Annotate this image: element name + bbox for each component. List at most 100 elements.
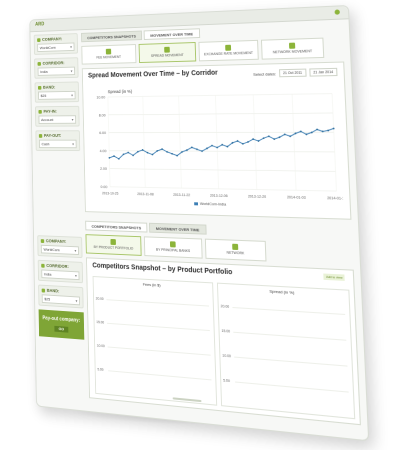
grid-line [143, 96, 146, 187]
x-tick-label: 2013-10-25 [102, 191, 119, 195]
app-logo: ARD [35, 22, 44, 28]
grid-line [107, 299, 210, 306]
building-icon [41, 239, 44, 243]
filter-band: BAND: $25 ▾ [38, 285, 83, 309]
filter-label: COMPANY: [42, 36, 62, 41]
x-tick-label: 2014-01-03 [287, 195, 306, 200]
grid-line [108, 113, 333, 115]
filter-pay-in: PAY-IN: Account ▾ [35, 106, 80, 127]
subtab-label: NETWORK [227, 251, 245, 256]
filter-company: COMPANY: WorldCom ▾ [37, 235, 82, 258]
select-value: $25 [41, 93, 47, 98]
go-button[interactable]: GO [54, 326, 68, 333]
subtab-by-product-portfolio[interactable]: BY PRODUCT PORTFOLIO [86, 234, 142, 256]
pay-out-select[interactable]: Cash ▾ [39, 140, 77, 149]
legend-swatch [194, 202, 198, 205]
filter-company: COMPANY: WorldCom ▾ [34, 33, 78, 55]
chevron-down-icon: ▾ [70, 43, 72, 50]
subtab-label: BY PRODUCT PORTFOLIO [94, 245, 134, 251]
main-content-2: COMPETITORS SNAPSHOTS MOVEMENT OVER TIME… [85, 221, 361, 426]
subtab-label: FEE MOVEMENT [96, 55, 121, 60]
bar-chart-icon [289, 43, 295, 49]
grid-line [110, 169, 336, 172]
y-tick: 10.00 [97, 344, 105, 349]
filter-label: PAY-IN: [43, 109, 56, 114]
dollar-icon [38, 85, 41, 89]
pay-in-select[interactable]: Account ▾ [39, 115, 77, 124]
chart-title: Spread (in %) [218, 286, 349, 298]
status-dot-icon [335, 9, 340, 14]
subtab-exchange-rate-movement[interactable]: EXCHANGE RATE MOVEMENT [198, 40, 258, 62]
y-axis-label: Spread (in %) [108, 89, 133, 94]
fees-chart: Fees (in $) 20.00 15.00 10.00 5.00 [93, 276, 218, 406]
bar-chart-icon [164, 47, 170, 53]
add-to-view-badge[interactable]: Add to view [324, 274, 345, 281]
y-tick-label: 10.00 [96, 95, 106, 100]
tab-movement-over-time[interactable]: MOVEMENT OVER TIME [149, 223, 206, 235]
subtab-label: EXCHANGE RATE MOVEMENT [204, 51, 253, 56]
legend-label: WorldCom-India [200, 202, 227, 207]
filter-label: CORRIDOR: [46, 263, 69, 269]
grid-line [332, 94, 336, 191]
grid-line [110, 187, 336, 191]
arrow-out-icon [39, 134, 42, 138]
chevron-down-icon: ▾ [72, 141, 74, 148]
tab-movement-over-time[interactable]: MOVEMENT OVER TIME [144, 28, 200, 40]
payout-company-box: Pay-out company: GO [39, 309, 85, 339]
app-window: ARD COMPANY: WorldCom ▾ CORRIDOR: India ▾ … [29, 5, 369, 441]
filter-label: BAND: [43, 85, 55, 90]
subtab-by-principal-banks[interactable]: BY PRINCIPAL BANKS [144, 236, 203, 258]
tab-competitors-snapshots[interactable]: COMPETITORS SNAPSHOTS [85, 221, 147, 233]
filter-label: COMPANY: [46, 238, 67, 244]
y-tick: 15.00 [96, 320, 104, 324]
company-select[interactable]: WorldCom ▾ [41, 245, 79, 255]
grid-line [108, 94, 332, 97]
chevron-down-icon: ▾ [72, 116, 74, 123]
date-to-input[interactable]: 21 Jan 2014 [309, 68, 337, 77]
filter-label: CORRIDOR: [43, 60, 65, 65]
grid-line [235, 381, 349, 392]
band-select[interactable]: $25 ▾ [42, 294, 80, 305]
subtab-fee-movement[interactable]: FEE MOVEMENT [81, 44, 136, 65]
globe-icon [41, 263, 44, 267]
subtab-network-movement[interactable]: NETWORK MOVEMENT [261, 38, 324, 60]
y-tick-label: 0.00 [100, 184, 108, 189]
x-tick-label: 2013-11-22 [173, 193, 190, 197]
y-tick-label: 6.00 [99, 130, 107, 135]
corridor-select[interactable]: India ▾ [38, 67, 75, 76]
data-point [147, 152, 149, 154]
filter-corridor: CORRIDOR: India ▾ [38, 260, 83, 283]
globe-icon [38, 62, 41, 66]
data-point [171, 153, 173, 155]
subtab-label: SPREAD MOVEMENT [151, 53, 184, 58]
data-point [196, 148, 198, 150]
chevron-down-icon: ▾ [75, 297, 77, 304]
subtab-spread-movement[interactable]: SPREAD MOVEMENT [139, 42, 197, 63]
y-tick: 5.00 [223, 378, 230, 383]
panel-title: Competitors Snapshot – by Product Portfo… [92, 262, 232, 276]
y-tick: 15.00 [221, 329, 230, 334]
x-tick-label: 2013-11-08 [137, 192, 154, 196]
arrow-in-icon [38, 110, 41, 114]
filter-sidebar: COMPANY: WorldCom ▾ CORRIDOR: India ▾ BAND… [34, 33, 81, 155]
grid-line [109, 151, 335, 152]
subtab-label: BY PRINCIPAL BANKS [156, 248, 190, 253]
select-value: India [40, 69, 47, 74]
chevron-down-icon: ▾ [71, 68, 73, 75]
corridor-select[interactable]: India ▾ [41, 269, 79, 280]
y-tick-label: 8.00 [99, 112, 107, 117]
subtab-network[interactable]: NETWORK [205, 239, 267, 262]
bar-chart-icon [232, 244, 238, 250]
grid-line [234, 357, 347, 367]
tab-competitors-snapshots[interactable]: COMPETITORS SNAPSHOTS [81, 31, 142, 43]
grid-line [108, 346, 211, 355]
select-value: WorldCom [43, 247, 59, 252]
grid-line [232, 307, 345, 315]
company-select[interactable]: WorldCom ▾ [37, 42, 74, 52]
band-select[interactable]: $25 ▾ [38, 91, 76, 100]
bar-chart-icon [170, 241, 176, 247]
grid-line [292, 94, 296, 190]
subtab-label: NETWORK MOVEMENT [273, 49, 313, 54]
bar-chart-icon [225, 45, 231, 51]
date-from-input[interactable]: 21 Oct 2011 [279, 69, 306, 78]
